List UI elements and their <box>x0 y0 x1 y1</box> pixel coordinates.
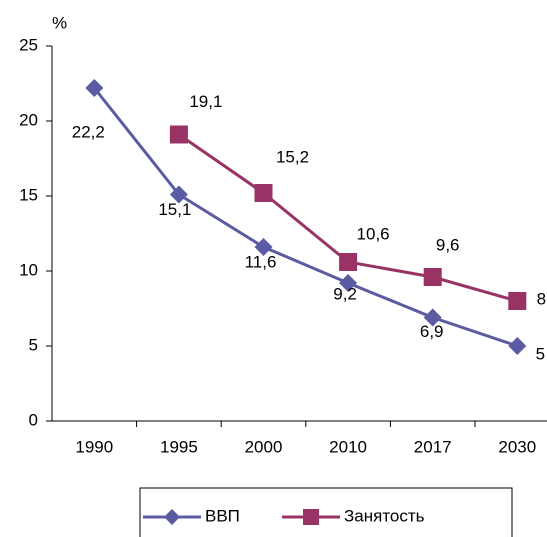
marker <box>423 308 442 327</box>
legend-label: Занятость <box>344 506 425 525</box>
marker <box>339 253 358 271</box>
x-tick-label: 2017 <box>414 437 452 456</box>
marker <box>303 509 319 525</box>
marker <box>508 337 527 355</box>
data-label: 9,2 <box>333 284 357 303</box>
y-tick-label: 25 <box>19 35 38 54</box>
data-label: 11,6 <box>245 252 277 271</box>
data-label: 15,2 <box>276 147 309 166</box>
x-tick-label: 2010 <box>329 437 367 456</box>
marker <box>254 184 273 202</box>
data-label: 8 <box>537 289 546 308</box>
data-label: 22,2 <box>72 122 105 141</box>
y-tick-label: 20 <box>19 110 38 129</box>
marker <box>339 274 358 292</box>
marker <box>169 185 188 204</box>
data-label: 10,6 <box>357 224 390 243</box>
x-tick-label: 2000 <box>245 437 283 456</box>
data-label: 15,1 <box>158 200 191 219</box>
x-tick-label: 2030 <box>498 437 536 456</box>
series-line <box>93 87 518 348</box>
data-label: 9,6 <box>436 235 460 254</box>
y-tick-label: 10 <box>19 260 38 279</box>
x-tick-label: 1990 <box>75 437 113 456</box>
y-axis-label: % <box>52 13 67 32</box>
marker <box>423 268 442 286</box>
x-tick-label: 1995 <box>160 437 198 456</box>
marker <box>254 238 273 256</box>
y-tick-label: 0 <box>29 410 38 429</box>
marker <box>85 79 104 97</box>
data-label: 6,9 <box>420 322 444 341</box>
data-label: 19,1 <box>189 92 222 111</box>
marker <box>508 292 527 310</box>
legend-label: ВВП <box>205 506 240 525</box>
legend-box <box>139 487 513 537</box>
marker <box>169 125 188 144</box>
y-tick-label: 15 <box>19 185 38 204</box>
marker <box>164 509 180 525</box>
y-tick-label: 5 <box>29 335 38 354</box>
data-label: 5 <box>536 344 545 363</box>
